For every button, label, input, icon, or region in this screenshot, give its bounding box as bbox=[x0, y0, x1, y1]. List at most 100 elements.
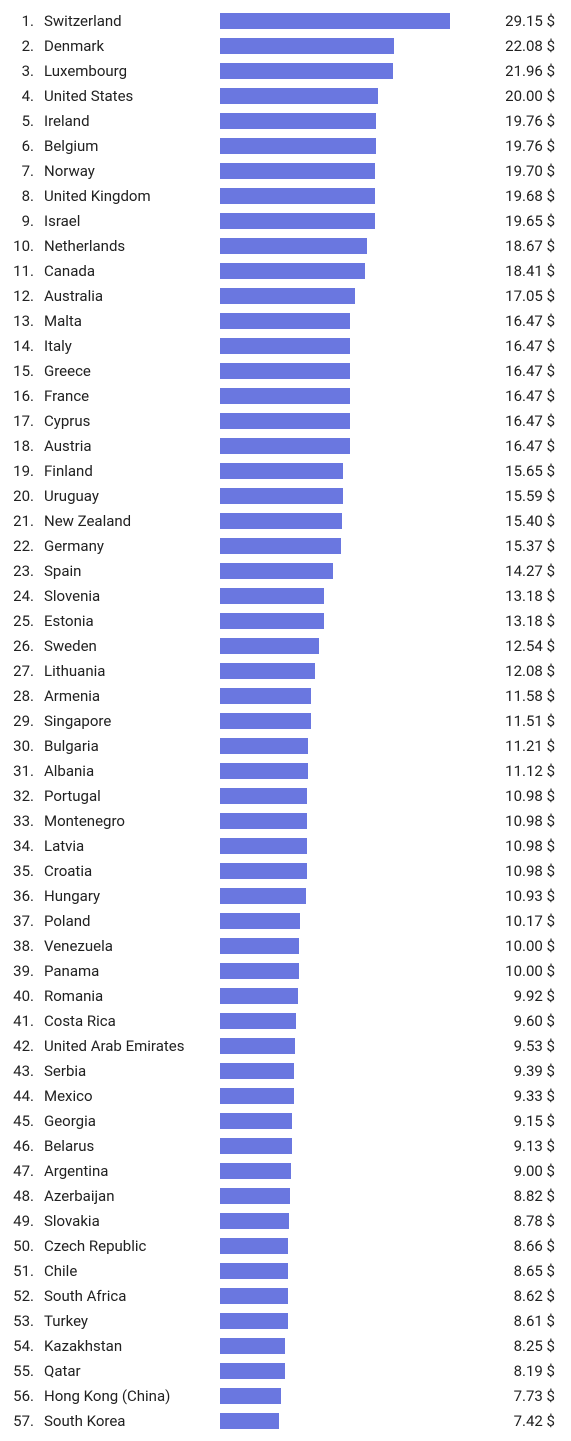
rank-label: 34. bbox=[10, 837, 38, 855]
bar-cell bbox=[218, 1108, 487, 1133]
bar-cell bbox=[218, 458, 487, 483]
rank-label: 5. bbox=[10, 112, 38, 130]
table-row: 24.Slovenia13.18 $ bbox=[10, 583, 561, 608]
value-label: 8.66 $ bbox=[487, 1237, 561, 1255]
bar-cell bbox=[218, 683, 487, 708]
value-label: 9.33 $ bbox=[487, 1087, 561, 1105]
bar-cell bbox=[218, 608, 487, 633]
country-label: Germany bbox=[38, 537, 218, 555]
bar-cell bbox=[218, 1208, 487, 1233]
bar bbox=[220, 1263, 288, 1279]
country-label: Panama bbox=[38, 962, 218, 980]
bar bbox=[220, 1013, 296, 1029]
bar-cell bbox=[218, 583, 487, 608]
rank-label: 23. bbox=[10, 562, 38, 580]
rank-label: 45. bbox=[10, 1112, 38, 1130]
table-row: 7.Norway19.70 $ bbox=[10, 158, 561, 183]
value-label: 18.41 $ bbox=[487, 262, 561, 280]
rank-label: 50. bbox=[10, 1237, 38, 1255]
rank-label: 41. bbox=[10, 1012, 38, 1030]
bar bbox=[220, 388, 350, 404]
rank-label: 51. bbox=[10, 1262, 38, 1280]
rank-label: 43. bbox=[10, 1062, 38, 1080]
bar bbox=[220, 838, 307, 854]
country-label: Slovakia bbox=[38, 1212, 218, 1230]
country-label: Sweden bbox=[38, 637, 218, 655]
rank-label: 42. bbox=[10, 1037, 38, 1055]
country-label: United Arab Emirates bbox=[38, 1037, 218, 1055]
table-row: 4.United States20.00 $ bbox=[10, 83, 561, 108]
value-label: 9.60 $ bbox=[487, 1012, 561, 1030]
table-row: 29.Singapore11.51 $ bbox=[10, 708, 561, 733]
country-label: Malta bbox=[38, 312, 218, 330]
bar bbox=[220, 438, 350, 454]
rank-label: 27. bbox=[10, 662, 38, 680]
table-row: 1.Switzerland29.15 $ bbox=[10, 8, 561, 33]
value-label: 11.12 $ bbox=[487, 762, 561, 780]
table-row: 45.Georgia9.15 $ bbox=[10, 1108, 561, 1133]
country-label: Hungary bbox=[38, 887, 218, 905]
table-row: 25.Estonia13.18 $ bbox=[10, 608, 561, 633]
value-label: 21.96 $ bbox=[487, 62, 561, 80]
bar-cell bbox=[218, 108, 487, 133]
rank-label: 4. bbox=[10, 87, 38, 105]
bar bbox=[220, 488, 343, 504]
rank-label: 47. bbox=[10, 1162, 38, 1180]
bar-cell bbox=[218, 258, 487, 283]
value-label: 9.15 $ bbox=[487, 1112, 561, 1130]
table-row: 44.Mexico9.33 $ bbox=[10, 1083, 561, 1108]
rank-label: 40. bbox=[10, 987, 38, 1005]
bar bbox=[220, 713, 311, 729]
rank-label: 11. bbox=[10, 262, 38, 280]
country-label: Australia bbox=[38, 287, 218, 305]
rank-label: 52. bbox=[10, 1287, 38, 1305]
country-label: Latvia bbox=[38, 837, 218, 855]
table-row: 15.Greece16.47 $ bbox=[10, 358, 561, 383]
country-label: Croatia bbox=[38, 862, 218, 880]
rank-label: 53. bbox=[10, 1312, 38, 1330]
bar-cell bbox=[218, 133, 487, 158]
value-label: 19.65 $ bbox=[487, 212, 561, 230]
value-label: 16.47 $ bbox=[487, 312, 561, 330]
table-row: 32.Portugal10.98 $ bbox=[10, 783, 561, 808]
bar-cell bbox=[218, 1408, 487, 1433]
country-label: United Kingdom bbox=[38, 187, 218, 205]
table-row: 5.Ireland19.76 $ bbox=[10, 108, 561, 133]
bar-cell bbox=[218, 383, 487, 408]
bar-cell bbox=[218, 183, 487, 208]
bar-cell bbox=[218, 908, 487, 933]
bar bbox=[220, 613, 324, 629]
bar bbox=[220, 988, 298, 1004]
value-label: 12.08 $ bbox=[487, 662, 561, 680]
bar-cell bbox=[218, 283, 487, 308]
value-label: 11.51 $ bbox=[487, 712, 561, 730]
rank-label: 14. bbox=[10, 337, 38, 355]
table-row: 33.Montenegro10.98 $ bbox=[10, 808, 561, 833]
rank-label: 29. bbox=[10, 712, 38, 730]
bar-cell bbox=[218, 983, 487, 1008]
rank-label: 9. bbox=[10, 212, 38, 230]
table-row: 40.Romania9.92 $ bbox=[10, 983, 561, 1008]
rank-label: 7. bbox=[10, 162, 38, 180]
country-label: Norway bbox=[38, 162, 218, 180]
value-label: 10.17 $ bbox=[487, 912, 561, 930]
rank-label: 10. bbox=[10, 237, 38, 255]
value-label: 29.15 $ bbox=[487, 12, 561, 30]
table-row: 46.Belarus9.13 $ bbox=[10, 1133, 561, 1158]
country-label: Venezuela bbox=[38, 937, 218, 955]
value-label: 20.00 $ bbox=[487, 87, 561, 105]
bar-cell bbox=[218, 483, 487, 508]
bar bbox=[220, 363, 350, 379]
country-label: Canada bbox=[38, 262, 218, 280]
table-row: 36.Hungary10.93 $ bbox=[10, 883, 561, 908]
rank-label: 33. bbox=[10, 812, 38, 830]
table-row: 48.Azerbaijan8.82 $ bbox=[10, 1183, 561, 1208]
table-row: 23.Spain14.27 $ bbox=[10, 558, 561, 583]
country-label: Slovenia bbox=[38, 587, 218, 605]
country-label: Denmark bbox=[38, 37, 218, 55]
bar bbox=[220, 638, 319, 654]
bar bbox=[220, 263, 365, 279]
bar bbox=[220, 863, 307, 879]
table-row: 19.Finland15.65 $ bbox=[10, 458, 561, 483]
bar bbox=[220, 788, 307, 804]
